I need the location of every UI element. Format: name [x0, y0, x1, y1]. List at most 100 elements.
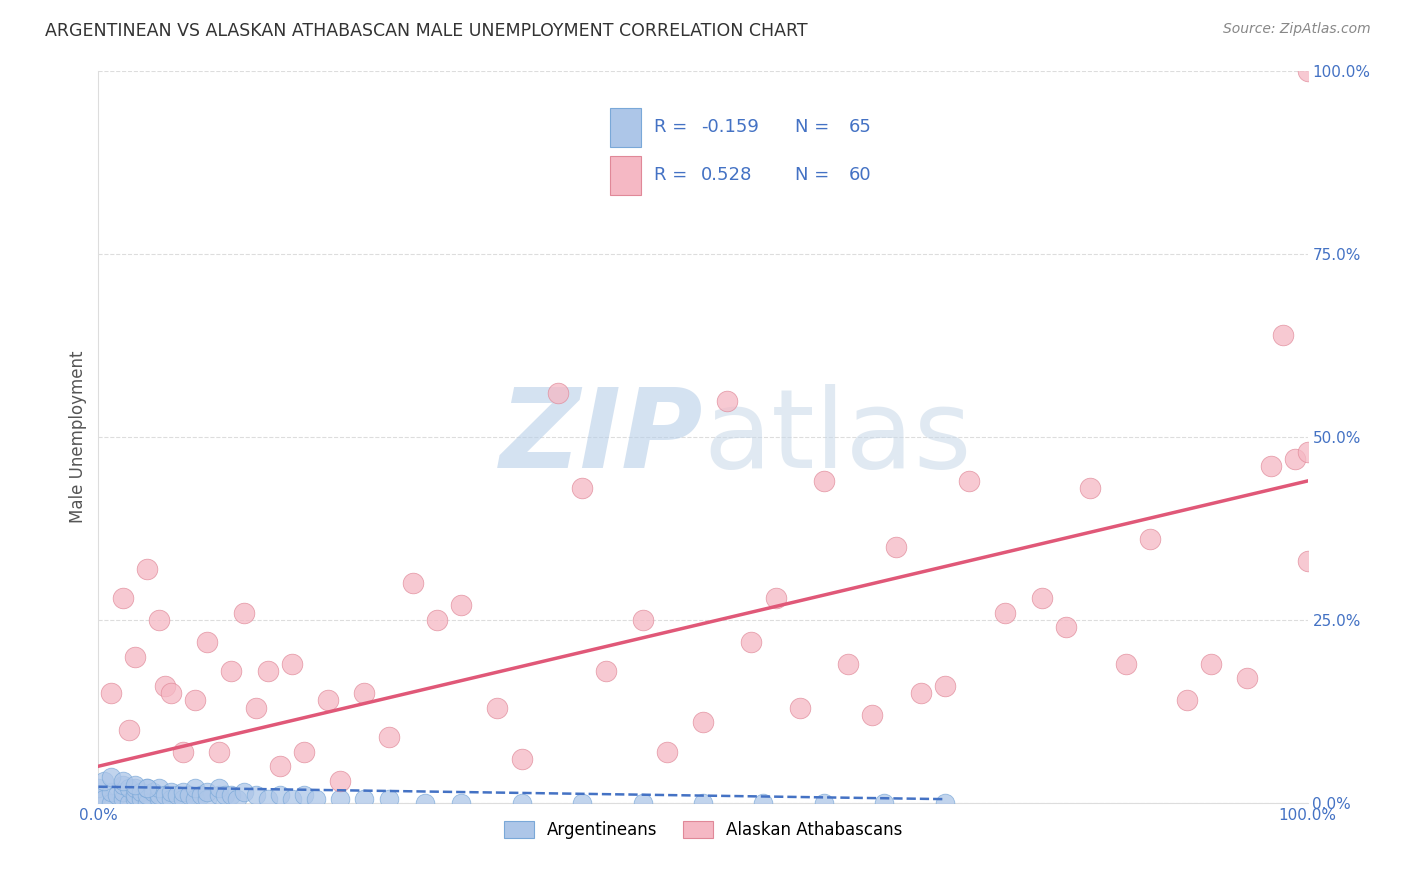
Point [873, 796, 896, 810]
Text: ZIP: ZIP [499, 384, 703, 491]
Point [87, 789, 110, 803]
Point [124, 792, 146, 806]
Point [195, 785, 218, 799]
Point [813, 796, 835, 810]
Point [281, 657, 304, 671]
Legend: Argentineans, Alaskan Athabascans: Argentineans, Alaskan Athabascans [498, 814, 908, 846]
Point [1115, 657, 1137, 671]
Point [166, 789, 188, 803]
Point [571, 481, 593, 495]
Point [111, 778, 134, 792]
Point [245, 700, 267, 714]
Point [172, 785, 194, 799]
Point [184, 693, 207, 707]
Point [1284, 452, 1306, 467]
Point [153, 789, 176, 803]
Point [129, 792, 152, 806]
Point [232, 606, 254, 620]
Point [221, 789, 243, 803]
Point [789, 700, 811, 714]
Point [172, 792, 194, 806]
Point [957, 474, 980, 488]
Point [160, 792, 183, 806]
Point [100, 686, 122, 700]
Point [129, 785, 152, 799]
Point [118, 723, 141, 737]
Point [148, 789, 170, 803]
Y-axis label: Male Unemployment: Male Unemployment [69, 351, 87, 524]
Point [716, 393, 738, 408]
Point [1054, 620, 1077, 634]
Point [631, 796, 654, 810]
Point [1296, 554, 1319, 568]
Point [208, 745, 231, 759]
Point [172, 745, 194, 759]
Point [486, 700, 509, 714]
Point [910, 686, 932, 700]
Point [269, 759, 291, 773]
Point [208, 789, 231, 803]
Point [1175, 693, 1198, 707]
Point [740, 635, 762, 649]
Point [994, 606, 1017, 620]
Point [1199, 657, 1222, 671]
Point [111, 785, 134, 799]
Point [547, 386, 569, 401]
Point [765, 591, 787, 605]
Point [118, 796, 141, 810]
Point [135, 796, 157, 810]
Point [214, 789, 236, 803]
Point [934, 679, 956, 693]
Point [1139, 533, 1161, 547]
Point [190, 789, 212, 803]
Point [1272, 327, 1295, 342]
Point [1296, 444, 1319, 458]
Point [281, 792, 304, 806]
Point [135, 562, 157, 576]
Point [111, 591, 134, 605]
Point [316, 693, 339, 707]
Point [118, 781, 141, 796]
Point [160, 785, 183, 799]
Point [124, 649, 146, 664]
Point [510, 796, 533, 810]
Point [1078, 481, 1101, 495]
Point [135, 781, 157, 796]
Point [124, 789, 146, 803]
Point [1260, 459, 1282, 474]
Point [135, 781, 157, 796]
Point [1296, 64, 1319, 78]
Point [93, 792, 115, 806]
Point [402, 576, 425, 591]
Point [142, 785, 165, 799]
Point [510, 752, 533, 766]
Point [135, 789, 157, 803]
Point [655, 745, 678, 759]
Point [752, 796, 775, 810]
Point [595, 664, 617, 678]
Point [377, 730, 399, 744]
Point [179, 789, 201, 803]
Point [153, 679, 176, 693]
Point [860, 708, 883, 723]
Point [692, 715, 714, 730]
Point [631, 613, 654, 627]
Point [426, 613, 449, 627]
Point [148, 613, 170, 627]
Text: Source: ZipAtlas.com: Source: ZipAtlas.com [1223, 22, 1371, 37]
Point [934, 796, 956, 810]
Point [413, 796, 436, 810]
Point [256, 664, 278, 678]
Point [184, 781, 207, 796]
Point [377, 792, 399, 806]
Point [1236, 672, 1258, 686]
Point [221, 664, 243, 678]
Point [93, 773, 115, 788]
Point [100, 770, 122, 784]
Point [226, 792, 249, 806]
Point [245, 789, 267, 803]
Point [208, 781, 231, 796]
Point [329, 773, 352, 788]
Point [148, 792, 170, 806]
Point [195, 635, 218, 649]
